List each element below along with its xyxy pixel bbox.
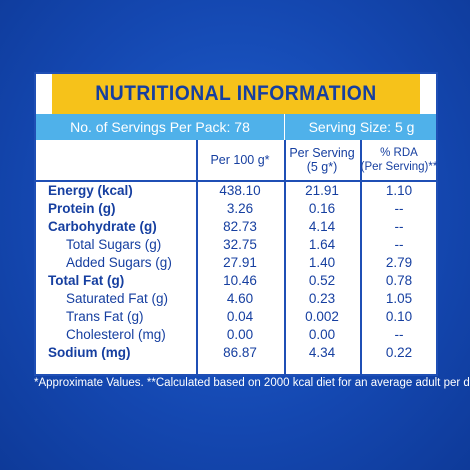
row-per-100g: 32.75 bbox=[223, 237, 257, 252]
row-per-serving: 0.23 bbox=[308, 291, 336, 306]
row-label: Total Sugars (g) bbox=[66, 237, 162, 252]
row-per-100g: 0.00 bbox=[226, 327, 254, 342]
nutrition-title: NUTRITIONAL INFORMATION bbox=[52, 74, 420, 114]
row-per-serving: 21.91 bbox=[305, 183, 339, 198]
row-rda: 2.79 bbox=[385, 255, 413, 270]
row-per-100g: 438.10 bbox=[219, 183, 261, 198]
row-per-100g: 82.73 bbox=[223, 219, 257, 234]
row-per-100g: 86.87 bbox=[223, 345, 257, 360]
table-row: Saturated Fat (g) 4.60 0.23 1.05 bbox=[36, 291, 436, 309]
row-per-serving: 0.16 bbox=[308, 201, 336, 216]
table-row: Added Sugars (g) 27.91 1.40 2.79 bbox=[36, 255, 436, 273]
table-row: Total Fat (g) 10.46 0.52 0.78 bbox=[36, 273, 436, 291]
column-divider bbox=[196, 140, 198, 374]
table-row: Protein (g) 3.26 0.16 -- bbox=[36, 201, 436, 219]
column-divider bbox=[284, 140, 286, 374]
row-label: Trans Fat (g) bbox=[66, 309, 144, 324]
row-per-serving: 0.52 bbox=[308, 273, 336, 288]
header-rda-line1: % RDA bbox=[380, 147, 418, 159]
column-divider bbox=[360, 140, 362, 374]
row-per-serving: 1.40 bbox=[308, 255, 336, 270]
row-per-100g: 3.26 bbox=[226, 201, 254, 216]
row-per-100g: 0.04 bbox=[226, 309, 254, 324]
header-rda-line2: (Per Serving)** bbox=[360, 161, 438, 173]
servings-per-pack: No. of Servings Per Pack: 78 bbox=[70, 119, 250, 135]
row-per-serving: 4.14 bbox=[308, 219, 336, 234]
row-label: Added Sugars (g) bbox=[66, 255, 172, 270]
header-per-serving-line1: Per Serving bbox=[289, 146, 355, 160]
serving-size: Serving Size: 5 g bbox=[284, 114, 438, 140]
row-per-serving: 4.34 bbox=[308, 345, 336, 360]
row-rda: 0.78 bbox=[385, 273, 413, 288]
row-per-serving: 0.00 bbox=[308, 327, 336, 342]
row-label: Carbohydrate (g) bbox=[48, 219, 157, 234]
row-rda: 0.22 bbox=[385, 345, 413, 360]
header-per-serving-line2: (5 g*) bbox=[306, 160, 338, 174]
header-rda: % RDA (Per Serving)** bbox=[360, 140, 438, 180]
row-label: Protein (g) bbox=[48, 201, 116, 216]
table-row: Trans Fat (g) 0.04 0.002 0.10 bbox=[36, 309, 436, 327]
row-rda: -- bbox=[394, 237, 404, 252]
row-rda: 1.10 bbox=[385, 183, 413, 198]
row-rda: 1.05 bbox=[385, 291, 413, 306]
nutrition-panel: NUTRITIONAL INFORMATION No. of Servings … bbox=[34, 72, 438, 376]
footnote: *Approximate Values. **Calculated based … bbox=[34, 377, 470, 389]
table-row: Energy (kcal) 438.10 21.91 1.10 bbox=[36, 183, 436, 201]
header-divider bbox=[36, 180, 436, 182]
table-row: Total Sugars (g) 32.75 1.64 -- bbox=[36, 237, 436, 255]
row-per-serving: 1.64 bbox=[308, 237, 336, 252]
row-label: Saturated Fat (g) bbox=[66, 291, 169, 306]
row-per-100g: 4.60 bbox=[226, 291, 254, 306]
row-rda: -- bbox=[394, 327, 404, 342]
servings-bar: No. of Servings Per Pack: 78 Serving Siz… bbox=[36, 114, 436, 140]
table-row: Cholesterol (mg) 0.00 0.00 -- bbox=[36, 327, 436, 345]
row-rda: 0.10 bbox=[385, 309, 413, 324]
table-row: Carbohydrate (g) 82.73 4.14 -- bbox=[36, 219, 436, 237]
row-rda: -- bbox=[394, 219, 404, 234]
header-per-100g-label: Per 100 g* bbox=[210, 153, 270, 167]
row-per-serving: 0.002 bbox=[305, 309, 339, 324]
row-label: Sodium (mg) bbox=[48, 345, 131, 360]
header-per-100g: Per 100 g* bbox=[196, 140, 284, 180]
row-per-100g: 27.91 bbox=[223, 255, 257, 270]
row-per-100g: 10.46 bbox=[223, 273, 257, 288]
header-per-serving: Per Serving (5 g*) bbox=[284, 140, 360, 180]
row-rda: -- bbox=[394, 201, 404, 216]
row-label: Cholesterol (mg) bbox=[66, 327, 166, 342]
row-label: Energy (kcal) bbox=[48, 183, 133, 198]
table-row: Sodium (mg) 86.87 4.34 0.22 bbox=[36, 345, 436, 363]
row-label: Total Fat (g) bbox=[48, 273, 125, 288]
